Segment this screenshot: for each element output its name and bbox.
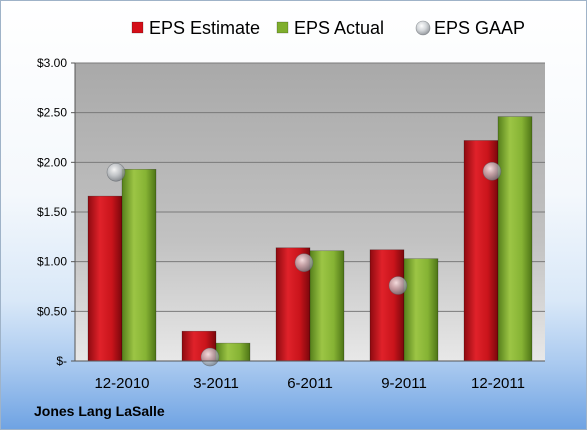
x-tick-label: 9-2011 (381, 375, 427, 392)
y-tick-label: $0.50 (37, 304, 67, 318)
gaap-markers (106, 161, 502, 367)
legend-swatch (131, 21, 144, 34)
y-tick-label: $2.00 (37, 155, 67, 169)
company-name: Jones Lang LaSalle (34, 403, 165, 419)
legend: EPS Estimate EPS Actual EPS GAAP (131, 18, 525, 38)
legend-swatch (415, 20, 431, 36)
x-tick-label: 12-2011 (471, 375, 525, 392)
y-tick-label: $1.50 (37, 205, 67, 219)
estimate-bar (369, 249, 405, 362)
x-tick-label: 3-2011 (193, 375, 239, 392)
x-tick-label: 6-2011 (287, 375, 333, 392)
legend-label: EPS Actual (294, 18, 384, 38)
y-tick-label: $2.50 (37, 106, 67, 120)
actual-bar (309, 250, 345, 362)
x-axis: 12-2010 3-2011 6-2011 9-2011 12-2011 (75, 360, 545, 392)
x-tick-label: 12-2010 (94, 375, 149, 392)
y-axis: $- $0.50 $1.00 $1.50 $2.00 $2.50 $3.00 (37, 56, 76, 368)
gaap-marker (294, 253, 314, 272)
actual-bar (497, 116, 533, 362)
actual-bar (215, 342, 251, 362)
legend-label: EPS Estimate (149, 18, 260, 38)
y-tick-label: $1.00 (37, 255, 67, 269)
bars (87, 116, 533, 362)
estimate-bar (87, 195, 123, 362)
actual-bar (403, 258, 439, 362)
legend-label: EPS GAAP (434, 18, 525, 38)
gaap-marker (482, 161, 502, 181)
actual-bar (121, 168, 157, 362)
y-tick-label: $- (56, 354, 67, 368)
gaap-marker (106, 162, 126, 182)
legend-swatch (276, 21, 289, 34)
gaap-marker (200, 347, 220, 367)
gaap-marker (388, 276, 408, 295)
y-tick-label: $3.00 (37, 56, 67, 70)
